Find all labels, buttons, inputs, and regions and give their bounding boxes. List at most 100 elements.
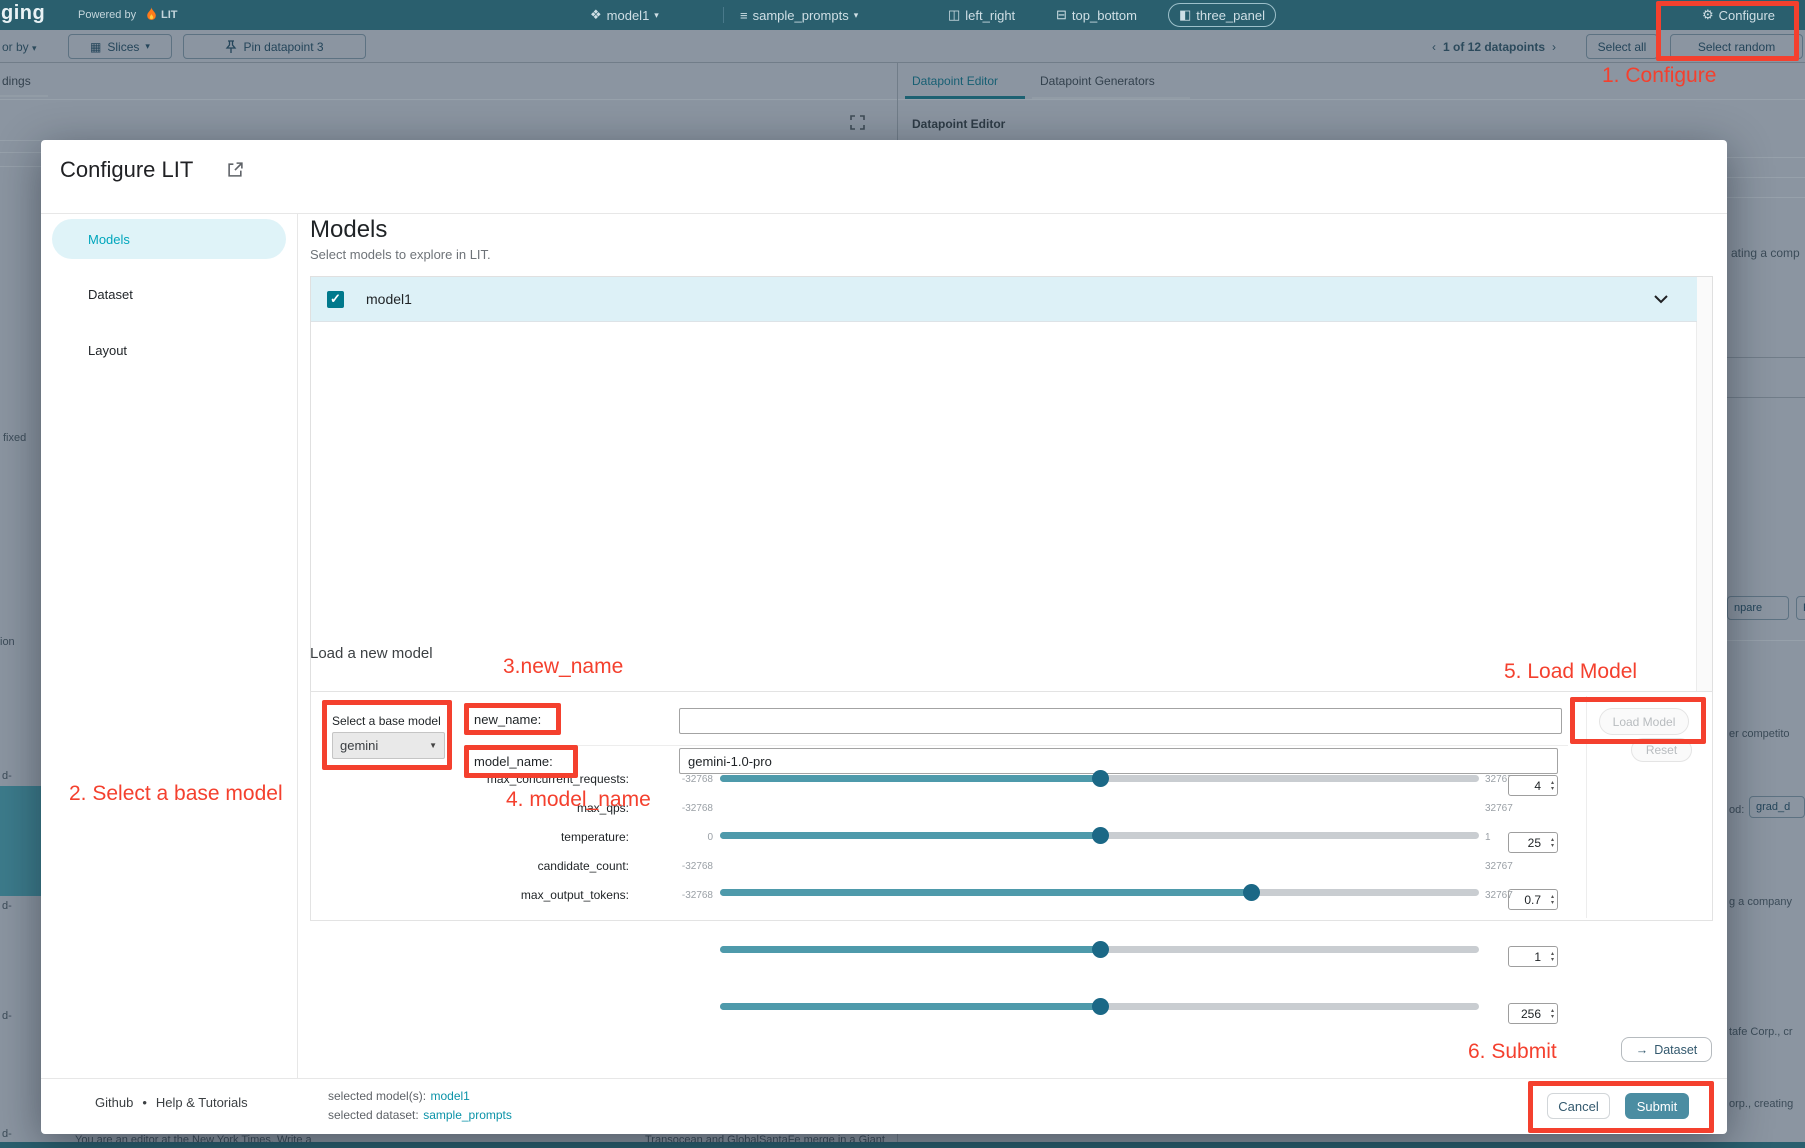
- layout-button-left-right[interactable]: ◫ left_right: [948, 3, 1015, 27]
- configure-button-label: Configure: [1718, 7, 1776, 23]
- stepper-arrows-icon[interactable]: ▴ ▾: [1550, 1007, 1554, 1020]
- base-model-select[interactable]: gemini ▼: [332, 732, 445, 759]
- help-tutorials-link[interactable]: Help & Tutorials: [155, 1095, 248, 1110]
- slider-label: max_qps:: [576, 801, 629, 815]
- tab-datapoint-editor[interactable]: Datapoint Editor: [912, 74, 999, 88]
- compare-button-fragment[interactable]: npare: [1727, 596, 1789, 620]
- powered-by-label: Powered by: [78, 9, 137, 21]
- divider: [1727, 640, 1805, 641]
- tab-embeddings-fragment[interactable]: dings: [2, 74, 31, 88]
- cancel-button[interactable]: Cancel: [1547, 1093, 1610, 1119]
- slider-value-stepper[interactable]: 4 ▴ ▾: [1508, 775, 1558, 796]
- dialog-footer-links: Github • Help & Tutorials: [95, 1095, 248, 1110]
- slider-thumb[interactable]: [1091, 770, 1109, 787]
- stepper-arrows-icon[interactable]: ▴ ▾: [1550, 950, 1554, 963]
- dataset-selector-button[interactable]: ≡ sample_prompts ▾: [740, 3, 858, 27]
- configure-button[interactable]: ⚙ Configure: [1702, 3, 1775, 27]
- base-model-value: gemini: [340, 738, 379, 753]
- slider-track[interactable]: [720, 770, 1479, 787]
- slider-label: temperature:: [560, 830, 629, 844]
- stepper-arrows-icon[interactable]: ▴ ▾: [1550, 836, 1554, 849]
- submit-label: Submit: [1636, 1098, 1678, 1114]
- annotation-box-configure: [1656, 1, 1799, 61]
- panel-icon: ◧: [1179, 7, 1192, 22]
- slider-thumb[interactable]: [1091, 998, 1109, 1015]
- select-all-button[interactable]: Select all: [1586, 34, 1658, 59]
- slider-thumb[interactable]: [1243, 884, 1261, 901]
- pin-datapoint-button[interactable]: Pin datapoint 3: [183, 34, 366, 59]
- selected-model-link[interactable]: model1: [430, 1089, 470, 1103]
- selected-dataset-link[interactable]: sample_prompts: [423, 1108, 512, 1122]
- slider-value-stepper[interactable]: 0.7 ▴ ▾: [1508, 889, 1558, 910]
- next-datapoint-button[interactable]: ›: [1552, 40, 1557, 54]
- new-name-input[interactable]: [679, 708, 1562, 734]
- slider-row: candidate_count: -32768 32767 1 ▴ ▾: [311, 776, 1714, 967]
- pair-button-fragment[interactable]: F: [1796, 596, 1805, 620]
- slider-value-stepper[interactable]: 256 ▴ ▾: [1508, 1003, 1558, 1024]
- divider: [1727, 157, 1805, 158]
- expand-icon[interactable]: [850, 115, 865, 130]
- divider: [1727, 397, 1805, 398]
- slider-min-label: 0: [707, 832, 713, 843]
- load-model-button[interactable]: Load Model: [1599, 708, 1689, 735]
- model-list: ✓ model1: [310, 276, 1713, 740]
- sidebar-item-layout[interactable]: Layout: [52, 330, 286, 370]
- divider: [0, 152, 41, 153]
- model-name-label: model_name:: [474, 754, 553, 769]
- model-name-input[interactable]: gemini-1.0-pro: [679, 748, 1558, 774]
- app-top-bar: ging Powered by LIT ❖ model1 ▾ ≡ sample_…: [0, 0, 1805, 30]
- github-link[interactable]: Github: [95, 1095, 134, 1110]
- slider-track[interactable]: [720, 998, 1479, 1015]
- stepper-arrows-icon[interactable]: ▴ ▾: [1550, 893, 1554, 906]
- layout-button-top-bottom[interactable]: ⊟ top_bottom: [1056, 3, 1137, 27]
- right-strip-fragment: tafe Corp., cr: [1729, 1026, 1793, 1038]
- sidebar-item-label: Dataset: [88, 286, 133, 302]
- model-row[interactable]: ✓ model1: [311, 277, 1697, 322]
- left-strip-fragment: d-: [2, 770, 12, 782]
- sidebar-item-models[interactable]: Models: [52, 219, 286, 259]
- scrollbar[interactable]: [1696, 277, 1712, 739]
- chevron-down-icon[interactable]: [1653, 294, 1669, 304]
- configure-lit-dialog: Configure LIT Models Dataset Layout Mode…: [41, 140, 1727, 1134]
- slices-button[interactable]: ▦ Slices ▾: [68, 34, 172, 59]
- tab-datapoint-generators[interactable]: Datapoint Generators: [1040, 74, 1155, 88]
- selected-dataset-line: selected dataset: sample_prompts: [328, 1106, 512, 1124]
- slider-value: 25: [1527, 835, 1541, 850]
- method-value-fragment[interactable]: grad_d: [1749, 796, 1805, 818]
- annotation-step6: 6. Submit: [1468, 1040, 1557, 1063]
- slider-thumb[interactable]: [1091, 827, 1109, 844]
- prev-datapoint-button[interactable]: ‹: [1432, 40, 1436, 54]
- slider-fill: [720, 946, 1100, 953]
- stepper-arrows-icon[interactable]: ▴ ▾: [1550, 779, 1554, 792]
- open-in-new-icon[interactable]: [227, 161, 244, 178]
- right-strip-fragment: orp., creating: [1729, 1098, 1794, 1110]
- color-by-fragment[interactable]: or by ▾: [2, 40, 37, 54]
- selected-model-label: selected model(s):: [328, 1089, 427, 1103]
- slider-max-label: 32767: [1485, 890, 1513, 901]
- model-checkbox[interactable]: ✓: [327, 290, 344, 308]
- divider: [0, 62, 1805, 63]
- slider-track[interactable]: [720, 941, 1479, 958]
- slider-value-stepper[interactable]: 25 ▴ ▾: [1508, 832, 1558, 853]
- app-logo-fragment: ging: [1, 2, 46, 24]
- slider-label: max_output_tokens:: [520, 888, 629, 902]
- selection-toolbar: or by ▾ ▦ Slices ▾ Pin datapoint 3 ‹ 1 o…: [0, 30, 1805, 62]
- sidebar-item-dataset[interactable]: Dataset: [52, 274, 286, 314]
- dropdown-arrow-icon: ▼: [429, 741, 437, 750]
- slider-value-stepper[interactable]: 1 ▴ ▾: [1508, 946, 1558, 967]
- slider-track[interactable]: [720, 827, 1479, 844]
- slider-max-label: 32767: [1485, 774, 1513, 785]
- model-selector-button[interactable]: ❖ model1 ▾: [590, 3, 659, 27]
- submit-button[interactable]: Submit: [1625, 1093, 1689, 1119]
- divider: [0, 166, 41, 167]
- slider-thumb[interactable]: [1091, 941, 1109, 958]
- left-strip-fragment: ion: [0, 636, 15, 648]
- caret-down-icon: ▾: [654, 9, 659, 20]
- slider-rows: max_concurrent_requests: -32768 32767 4 ▴ ▾ ma…: [311, 692, 1714, 1024]
- annotation-box-load-model: [1570, 697, 1706, 744]
- slider-track[interactable]: [720, 884, 1479, 901]
- layout-button-three-panel[interactable]: ◧ three_panel: [1168, 3, 1276, 27]
- goto-dataset-button[interactable]: → Dataset: [1621, 1037, 1712, 1062]
- right-strip-fragment: ating a comp: [1731, 246, 1800, 260]
